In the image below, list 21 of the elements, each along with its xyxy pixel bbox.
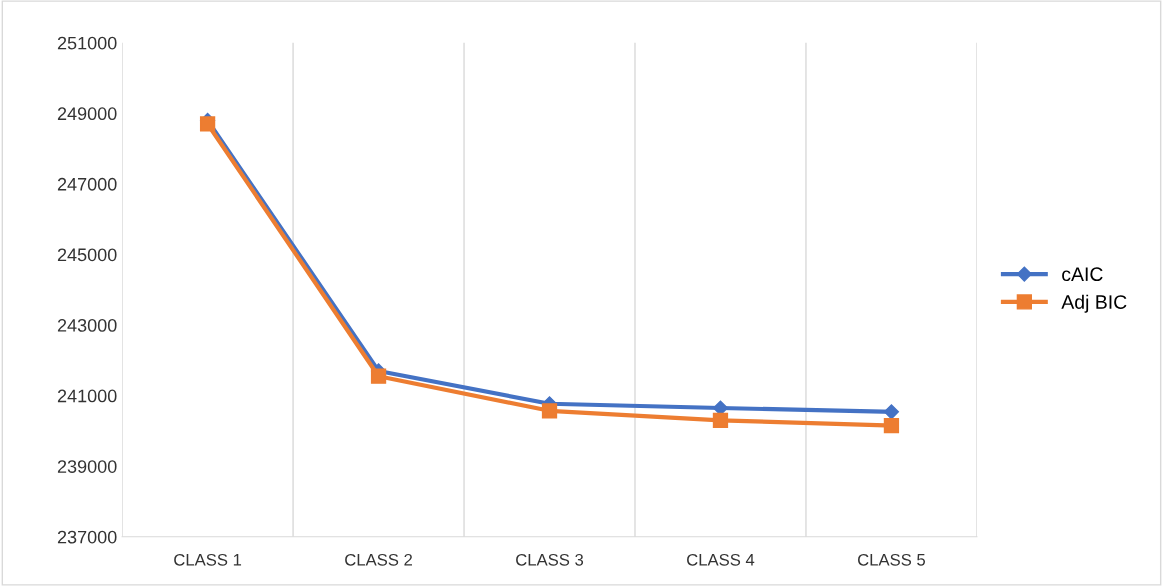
y-tick-label: 239000 (57, 460, 117, 473)
y-tick-label: 245000 (57, 248, 117, 262)
y-tick-label: 247000 (57, 177, 117, 191)
x-tick-label: CLASS 5 (858, 553, 926, 566)
point (883, 404, 900, 420)
x-tick-label: CLASS 4 (687, 553, 755, 566)
y-tick-label: 243000 (57, 319, 117, 332)
x-tick-label: CLASS 3 (516, 553, 584, 566)
y-tick-label: 249000 (57, 107, 117, 121)
point (370, 368, 387, 384)
y-tick-label: 241000 (57, 389, 117, 403)
point (541, 403, 558, 419)
point (199, 116, 216, 132)
x-tick-label: CLASS 2 (345, 553, 412, 566)
legend-label: Adj BIC (1061, 294, 1127, 313)
y-tick-label: 237000 (57, 530, 117, 544)
point (712, 412, 729, 428)
y-tick-label: 251000 (57, 36, 117, 50)
legend-label: cAIC (1062, 267, 1103, 282)
point (883, 417, 900, 434)
x-tick-label: CLASS 1 (174, 553, 242, 566)
